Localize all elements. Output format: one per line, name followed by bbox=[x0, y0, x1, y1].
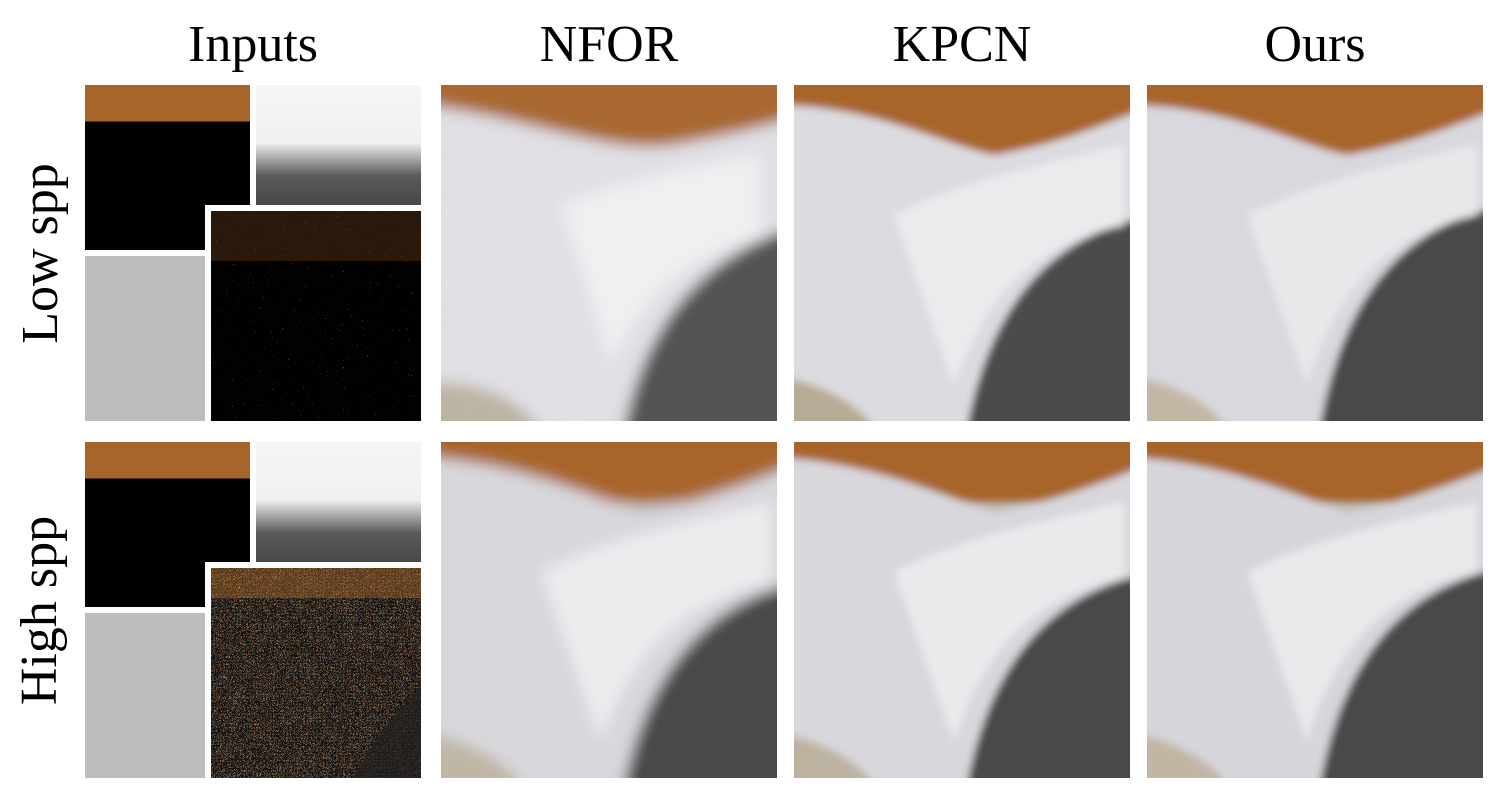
row-label-low-spp-text: Low spp bbox=[11, 162, 69, 344]
row-label-high-spp-text: High spp bbox=[11, 515, 69, 705]
noisy-color-input bbox=[205, 205, 421, 421]
kpcn-high-spp-panel bbox=[794, 442, 1130, 778]
column-header-ours: Ours bbox=[1264, 16, 1366, 73]
inputs-high-spp-panel bbox=[85, 442, 421, 778]
kpcn-low-spp-panel bbox=[794, 85, 1130, 421]
row-label-low-spp: Low spp bbox=[5, 85, 75, 421]
kpcn-high-spp-image bbox=[794, 442, 1130, 778]
nfor-high-spp-image bbox=[441, 442, 777, 778]
nfor-high-spp-panel bbox=[441, 442, 777, 778]
noisy-color-image bbox=[211, 568, 421, 778]
column-header-nfor: NFOR bbox=[539, 16, 679, 73]
nfor-low-spp-image bbox=[441, 85, 777, 421]
ours-low-spp-image bbox=[1147, 85, 1483, 421]
noisy-color-input bbox=[205, 562, 421, 778]
nfor-low-spp-panel bbox=[441, 85, 777, 421]
ours-low-spp-panel bbox=[1147, 85, 1483, 421]
noisy-color-image bbox=[211, 211, 421, 421]
inputs-low-spp-panel bbox=[85, 85, 421, 421]
ours-high-spp-panel bbox=[1147, 442, 1483, 778]
ours-high-spp-image bbox=[1147, 442, 1483, 778]
row-label-high-spp: High spp bbox=[5, 442, 75, 778]
column-header-inputs: Inputs bbox=[188, 16, 318, 73]
kpcn-low-spp-image bbox=[794, 85, 1130, 421]
column-header-kpcn: KPCN bbox=[892, 16, 1032, 73]
